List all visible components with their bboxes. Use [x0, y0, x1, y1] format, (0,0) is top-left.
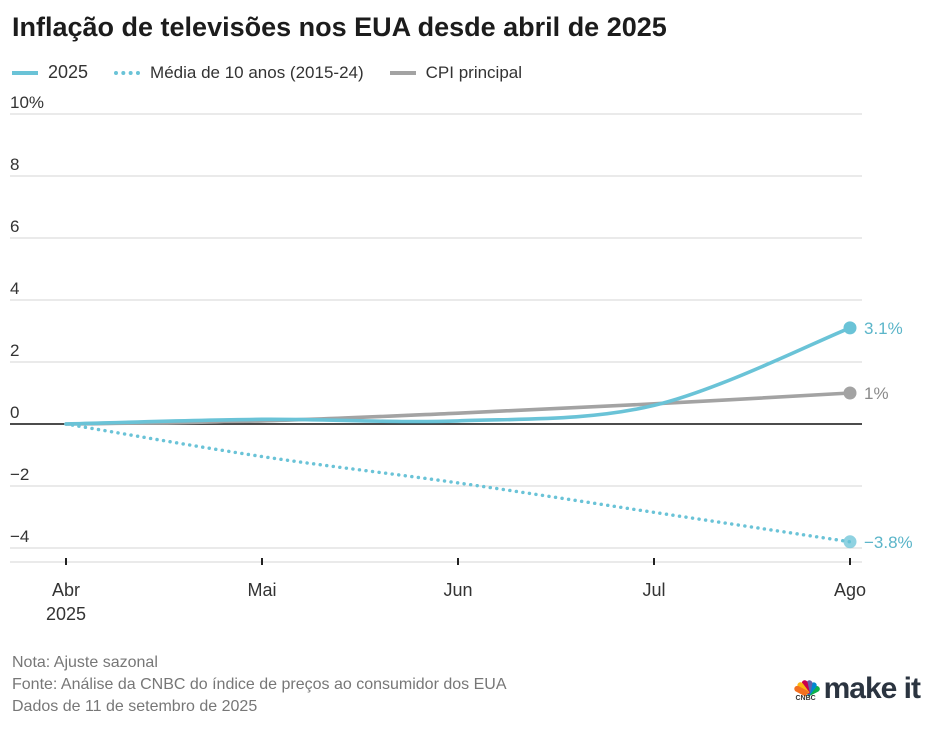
legend-label: Média de 10 anos (2015-24) — [150, 62, 364, 82]
series-line — [64, 422, 852, 544]
x-tick-sublabel: 2025 — [46, 604, 86, 624]
logo-brand-small: CNBC — [795, 695, 816, 702]
series-end-point — [843, 386, 857, 400]
series-end-point — [843, 535, 857, 549]
peacock-icon: CNBC — [792, 676, 821, 702]
footer-source: Fonte: Análise da CNBC do índice de preç… — [12, 676, 507, 693]
cnbc-make-it-logo: CNBC make it — [792, 672, 921, 706]
legend-swatch-solid-blue — [12, 70, 38, 75]
x-tick-label: Abr — [52, 580, 80, 600]
y-tick-label: −2 — [10, 465, 29, 484]
end-value-label: 1% — [864, 384, 889, 403]
x-tick-label: Ago — [834, 580, 866, 600]
legend-item-2025: 2025 — [12, 62, 88, 83]
logo-text: make it — [823, 672, 921, 705]
series-end-point — [843, 321, 857, 335]
series-line — [64, 326, 852, 426]
y-tick-label: 0 — [10, 403, 19, 422]
x-tick-label: Jun — [443, 580, 472, 600]
y-tick-label: −4 — [10, 527, 29, 546]
legend-label: CPI principal — [425, 62, 523, 82]
end-value-label: 3.1% — [864, 319, 903, 338]
chart-title: Inflação de televisões nos EUA desde abr… — [12, 12, 667, 42]
line-chart: 10% 8 6 4 2 0 −2 −4 Abr 2025 Mai Jun Jul Ago 1% −3.8% 3.… — [10, 96, 913, 624]
legend-label: 2025 — [48, 62, 89, 82]
y-tick-label: 10% — [10, 96, 44, 112]
y-tick-label: 6 — [10, 217, 19, 236]
legend-swatch-dotted-blue — [114, 70, 141, 75]
legend: 2025 Média de 10 anos (2015-24) CPI prin… — [12, 62, 548, 83]
legend-item-10yr-average: Média de 10 anos (2015-24) — [114, 63, 364, 83]
footer-date: Dados de 11 de setembro de 2025 — [12, 698, 258, 715]
y-tick-label: 8 — [10, 155, 19, 174]
x-tick-label: Jul — [642, 580, 665, 600]
y-tick-label: 2 — [10, 341, 19, 360]
legend-swatch-solid-gray — [389, 70, 416, 75]
footer-note: Nota: Ajuste sazonal — [12, 654, 158, 671]
end-value-label: −3.8% — [864, 533, 913, 552]
x-tick-label: Mai — [247, 580, 276, 600]
y-tick-label: 4 — [10, 279, 19, 298]
legend-item-cpi: CPI principal — [389, 62, 523, 83]
chart-footer: Nota: Ajuste sazonal Fonte: Análise da C… — [12, 652, 507, 718]
